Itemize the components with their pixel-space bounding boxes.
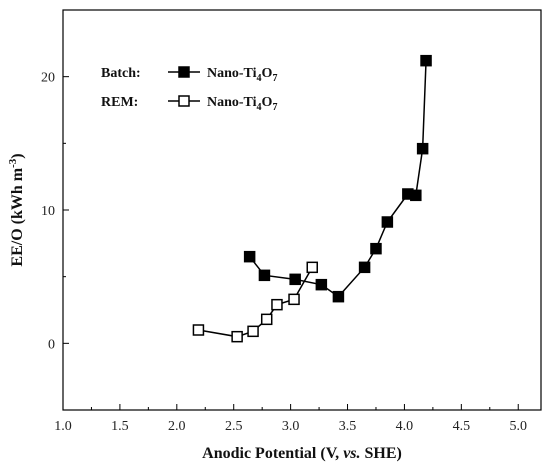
legend-item-rem: REM: Nano-Ti4O7 [101, 95, 277, 113]
series-batch [243, 54, 432, 303]
axes: 1.0 1.5 2.0 2.5 3.0 3.5 4.0 4.5 5.0 0 10 20 Anodic P… [7, 9, 542, 462]
series-layer [192, 54, 432, 343]
data-point-rem [247, 325, 259, 338]
x-tick-label: 1.0 [54, 419, 72, 434]
legend-prefix: Batch: [101, 66, 141, 81]
data-point-batch [289, 273, 301, 286]
data-point-rem [271, 298, 283, 311]
data-point-batch [416, 142, 429, 155]
legend-marker [178, 95, 190, 107]
data-point-batch [358, 261, 371, 274]
data-point-batch [370, 242, 382, 255]
x-tick-label: 2.5 [225, 419, 243, 434]
y-axis-label: EE/O (kWh m-3) [7, 153, 26, 266]
legend-label: Nano-Ti4O7 [207, 95, 277, 113]
data-point-rem [306, 261, 318, 274]
y-tick-label: 20 [41, 71, 55, 86]
y-tick-label: 10 [41, 204, 55, 219]
legend-prefix: REM: [101, 95, 138, 110]
data-point-batch [410, 189, 422, 202]
data-point-batch [381, 216, 394, 228]
data-point-rem [231, 330, 243, 343]
x-tick-label: 5.0 [509, 419, 527, 434]
data-point-batch [332, 290, 345, 303]
data-point-batch [258, 269, 271, 282]
data-point-rem [192, 324, 205, 336]
y-tick-label: 0 [48, 337, 55, 352]
data-point-batch [420, 54, 432, 67]
x-axis-label: Anodic Potential (V, vs. SHE) [202, 445, 402, 462]
x-tick-label: 4.5 [453, 419, 471, 434]
data-point-rem [288, 293, 300, 306]
data-point-rem [260, 313, 273, 326]
legend-item-batch: Batch: Nano-Ti4O7 [101, 66, 277, 84]
x-tick-label: 3.5 [339, 419, 357, 434]
x-tick-label: 2.0 [168, 419, 186, 434]
series-line-batch [249, 60, 427, 298]
legend: Batch: Nano-Ti4O7 REM: Nano-Ti4O7 [101, 66, 277, 113]
series-rem [192, 261, 318, 343]
x-tick-label: 4.0 [396, 419, 414, 434]
legend-marker [178, 66, 190, 78]
x-tick-label: 3.0 [282, 419, 300, 434]
legend-label: Nano-Ti4O7 [207, 66, 277, 84]
x-tick-label: 1.5 [111, 419, 129, 434]
data-point-batch [315, 278, 328, 291]
data-point-batch [243, 250, 256, 263]
